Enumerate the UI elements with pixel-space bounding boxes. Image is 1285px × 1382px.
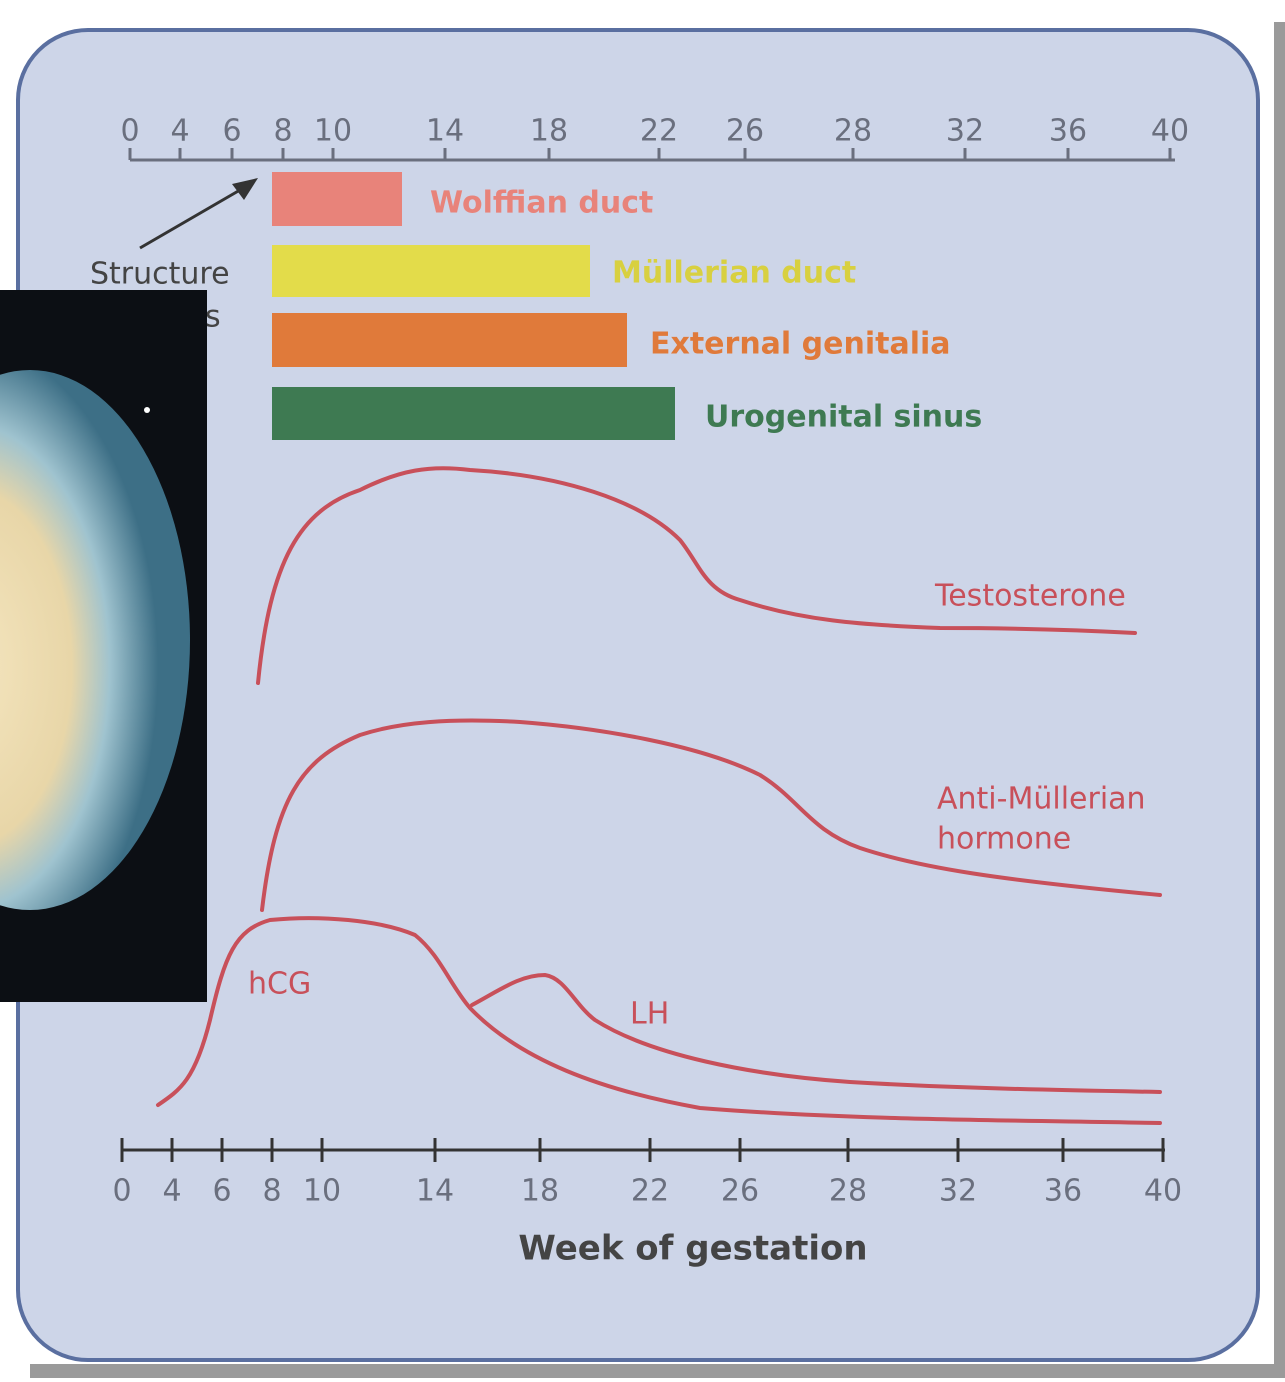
bar-label: Urogenital sinus [705,400,982,435]
axes: 0 4 6 8 10 14 18 22 26 28 32 36 400 4 6 8 10 14 18 22 26 28 32… [112,114,1189,1209]
bar [272,313,627,367]
top-tick-label: 10 [314,114,352,149]
structure-label: s [205,300,221,335]
curve-label: hormone [937,822,1071,857]
bottom-tick-label: 0 [112,1174,131,1209]
top-tick-label: 18 [530,114,568,149]
bottom-tick-label: 4 [162,1174,181,1209]
bar-label: Wolffian duct [430,186,653,221]
speck [144,407,150,413]
top-tick-label: 22 [640,114,678,149]
structure-label: Structure [90,257,230,292]
embryo [0,370,190,910]
curve-label: hCG [248,967,311,1002]
testosterone-curve [256,466,1137,685]
bottom-tick-label: 10 [303,1174,341,1209]
bottom-tick-label: 36 [1044,1174,1082,1209]
top-tick-label: 26 [726,114,764,149]
top-tick-label: 6 [222,114,241,149]
bottom-tick-label: 8 [262,1174,281,1209]
bottom-tick-label: 28 [829,1174,867,1209]
top-tick-label: 32 [946,114,984,149]
bottom-tick-label: 26 [721,1174,759,1209]
top-tick-label: 40 [1151,114,1189,149]
top-tick-label: 0 [120,114,139,149]
top-tick-label: 14 [426,114,464,149]
lh-curve [470,972,1162,1094]
amh-curve [260,718,1162,912]
arrow-head [232,178,258,200]
arrow [139,188,241,250]
hcg-curve [156,916,1162,1125]
bar-label: External genitalia [650,327,951,362]
top-tick-label: 4 [170,114,189,149]
bar [272,172,402,226]
curve-label: Anti-Müllerian [937,782,1146,817]
bar-label: Müllerian duct [612,256,856,291]
top-tick-label: 28 [834,114,872,149]
bottom-tick-label: 14 [416,1174,454,1209]
top-tick-label: 36 [1049,114,1087,149]
bottom-tick-label: 6 [212,1174,231,1209]
embryo-photo [0,290,207,1002]
bottom-tick-label: 22 [631,1174,669,1209]
axis-title: Week of gestation [518,1229,867,1269]
bottom-tick-label: 32 [939,1174,977,1209]
top-tick-label: 8 [273,114,292,149]
curve-label: Testosterone [934,579,1126,614]
bar [272,387,675,440]
curve-label: LH [630,997,669,1032]
bar [272,245,590,297]
bottom-tick-label: 40 [1144,1174,1182,1209]
bottom-tick-label: 18 [521,1174,559,1209]
